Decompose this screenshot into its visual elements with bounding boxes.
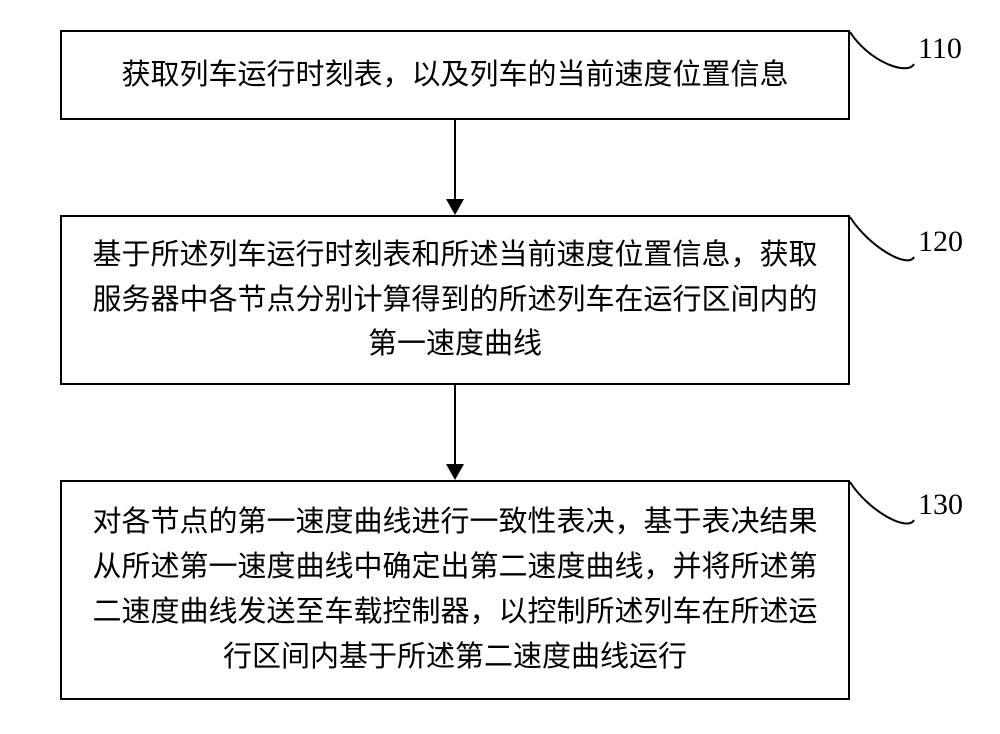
flow-label-110: 110: [918, 32, 962, 66]
flow-label-120: 120: [918, 225, 963, 259]
flow-label-130: 130: [918, 488, 963, 522]
flow-step-130-text: 对各节点的第一速度曲线进行一致性表决，基于表决结果从所述第一速度曲线中确定出第二…: [86, 500, 824, 680]
flow-step-130: 对各节点的第一速度曲线进行一致性表决，基于表决结果从所述第一速度曲线中确定出第二…: [60, 480, 850, 700]
flow-arrow-110-120: [437, 120, 473, 215]
flow-step-120-text: 基于所述列车运行时刻表和所述当前速度位置信息，获取服务器中各节点分别计算得到的所…: [86, 233, 824, 368]
flow-step-110: 获取列车运行时刻表，以及列车的当前速度位置信息: [60, 30, 850, 120]
flow-step-110-text: 获取列车运行时刻表，以及列车的当前速度位置信息: [121, 53, 788, 98]
flow-arrow-120-130: [437, 385, 473, 480]
flowchart-canvas: 获取列车运行时刻表，以及列车的当前速度位置信息 110 基于所述列车运行时刻表和…: [0, 0, 1000, 734]
flow-step-120: 基于所述列车运行时刻表和所述当前速度位置信息，获取服务器中各节点分别计算得到的所…: [60, 215, 850, 385]
